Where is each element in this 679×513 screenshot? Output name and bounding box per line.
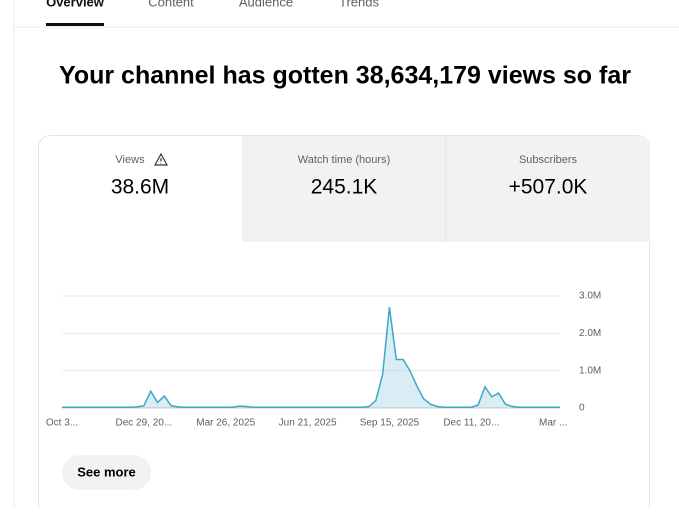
see-more-button[interactable] bbox=[62, 455, 151, 490]
headline: Your channel has gotten 38,634,179 views… bbox=[59, 62, 631, 90]
chart: 0 1.0M 2.0M 3.0M Oct 3... Dec 29, 20... Mar 26… bbox=[46, 291, 601, 429]
tab[interactable]: Overview bbox=[46, 0, 105, 9]
warning-icon bbox=[153, 152, 169, 166]
y-tick-label: 1.0M bbox=[579, 365, 601, 376]
metric-label[interactable]: Subscribers bbox=[519, 154, 578, 166]
y-tick-label: 0 bbox=[579, 403, 585, 414]
y-tick-label: 2.0M bbox=[579, 328, 601, 339]
x-tick-label: Dec 29, 20... bbox=[116, 418, 173, 429]
tab[interactable]: Audience bbox=[239, 0, 293, 9]
metric-value: +507.0K bbox=[509, 176, 588, 199]
metric-value: 245.1K bbox=[311, 176, 378, 199]
x-tick-label: Sep 15, 2025 bbox=[360, 418, 420, 429]
metric-label[interactable]: Watch time (hours) bbox=[298, 154, 391, 166]
tab[interactable]: Content bbox=[148, 0, 194, 9]
metric-value: 38.6M bbox=[111, 176, 169, 199]
views-line bbox=[62, 307, 560, 409]
metric-label[interactable]: Views bbox=[115, 154, 145, 166]
tab-indicator bbox=[46, 23, 104, 26]
x-tick-label: Oct 3... bbox=[46, 418, 78, 429]
x-tick-label: Dec 11, 20... bbox=[443, 418, 499, 429]
see-more-label[interactable]: See more bbox=[77, 464, 136, 479]
y-tick-label: 3.0M bbox=[579, 291, 601, 302]
x-tick-label: Mar ... bbox=[539, 418, 567, 429]
x-tick-label: Mar 26, 2025 bbox=[196, 418, 255, 429]
tab[interactable]: Trends bbox=[339, 0, 379, 9]
x-tick-label: Jun 21, 2025 bbox=[279, 418, 337, 429]
